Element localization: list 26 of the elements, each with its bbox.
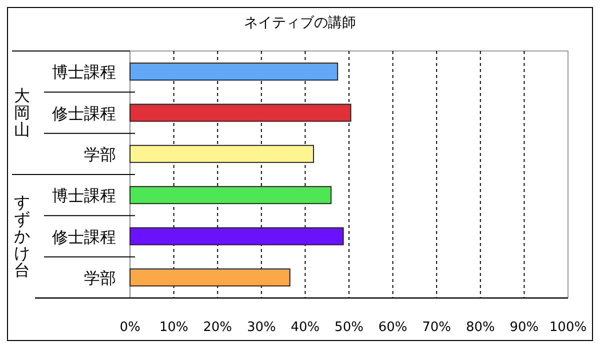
x-tick-label: 0% [120, 320, 140, 335]
y-tick-label: 博士課程 [52, 62, 116, 82]
bar [130, 186, 332, 204]
bar [130, 144, 314, 163]
bar [130, 227, 344, 246]
bar [130, 268, 290, 286]
text: 大岡山 [14, 86, 30, 139]
x-tick-label: 30% [246, 320, 276, 335]
x-tick-label: 20% [203, 320, 232, 335]
y-tick-label: 修士課程 [52, 227, 116, 246]
y-tick-label: 学部 [84, 268, 116, 288]
x-tick-label: 100% [549, 320, 587, 335]
x-tick-label: 90% [510, 320, 539, 335]
x-tick-label: 80% [466, 320, 495, 335]
y-tick-label: 学部 [84, 144, 116, 164]
x-tick-label: 60% [378, 320, 408, 335]
y-tick-label: 修士課程 [52, 104, 116, 123]
y-tick-label: 博士課程 [52, 186, 116, 206]
bar [130, 104, 352, 122]
text: すずかけ台 [14, 192, 30, 280]
x-tick-label: 40% [290, 320, 320, 335]
x-tick-label: 70% [422, 320, 452, 335]
bar [130, 62, 338, 81]
x-tick-label: 50% [334, 320, 364, 335]
chart-title: ネイティブの講師 [244, 15, 356, 31]
x-tick-label: 10% [159, 320, 188, 335]
